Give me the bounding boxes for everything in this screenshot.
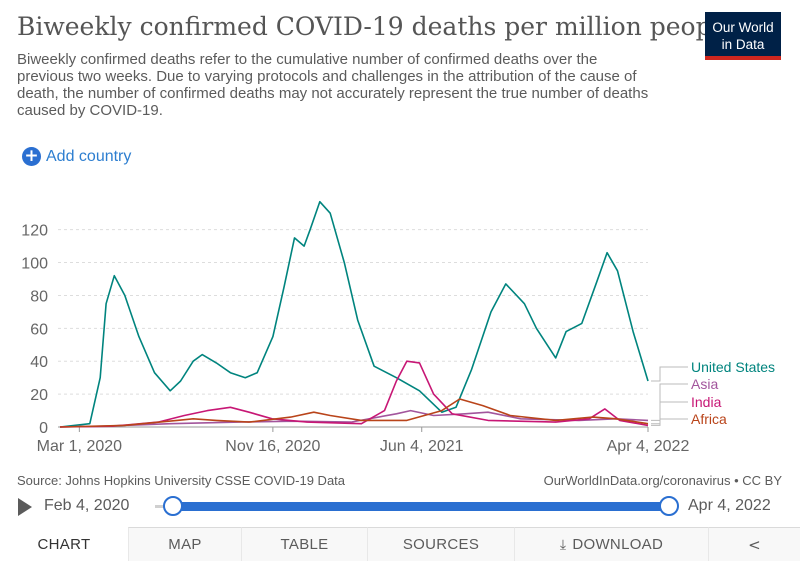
tab-bar: CHART MAP TABLE SOURCES ⤓ DOWNLOAD < — [0, 527, 800, 561]
series-line-united-states — [59, 200, 649, 428]
share-button[interactable]: < — [708, 527, 800, 561]
x-tick-label: Jun 4, 2021 — [380, 438, 464, 455]
y-tick-label: 80 — [30, 288, 48, 305]
add-country-label: Add country — [46, 147, 132, 165]
line-chart: 0 20 40 60 80 100 120 Mar 1, 2020 Nov 16, 2020 Ju… — [21, 200, 775, 455]
tab-table[interactable]: TABLE — [241, 527, 367, 561]
label-connector — [651, 401, 688, 426]
source-note: Source: Johns Hopkins University CSSE CO… — [17, 473, 346, 488]
tab-map[interactable]: MAP — [128, 527, 241, 561]
tab-map-label: MAP — [168, 536, 202, 553]
grid-layer — [58, 229, 649, 432]
y-tick-label: 60 — [30, 321, 48, 338]
tab-download-label: DOWNLOAD — [572, 536, 664, 553]
chart-title: Biweekly confirmed COVID-19 deaths per m… — [17, 12, 735, 41]
play-icon[interactable] — [18, 498, 32, 516]
x-tick-label: Nov 16, 2020 — [225, 438, 320, 455]
tab-sources-label: SOURCES — [402, 536, 480, 553]
y-tick-label: 120 — [21, 223, 48, 240]
y-tick-label: 40 — [30, 354, 48, 371]
x-tick-label: Apr 4, 2022 — [607, 438, 690, 455]
plus-circle-icon: + — [22, 147, 41, 166]
tab-download[interactable]: ⤓ DOWNLOAD — [514, 527, 708, 561]
label-connector — [651, 366, 688, 382]
logo-line-1: Our World — [712, 20, 774, 35]
y-tick-label: 0 — [39, 420, 48, 437]
tab-chart[interactable]: CHART — [0, 527, 128, 561]
timeline-start-handle[interactable] — [163, 496, 183, 516]
series-line-india — [59, 360, 649, 428]
series-label: Asia — [691, 376, 718, 392]
label-layer: 0 20 40 60 80 100 120 Mar 1, 2020 Nov 16, 2020 Ju… — [21, 223, 775, 455]
series-label: India — [691, 394, 722, 410]
tab-chart-label: CHART — [37, 536, 91, 553]
tab-table-label: TABLE — [280, 536, 329, 553]
label-connector — [651, 418, 688, 425]
series-label: United States — [691, 359, 775, 375]
share-icon: < — [748, 535, 761, 554]
x-tick-label: Mar 1, 2020 — [37, 438, 122, 455]
tab-sources[interactable]: SOURCES — [367, 527, 514, 561]
timeline-range-fill[interactable] — [173, 502, 669, 511]
y-tick-label: 100 — [21, 256, 48, 273]
series-layer — [59, 200, 649, 428]
series-line-africa — [59, 398, 649, 428]
timeline-start-date: Feb 4, 2020 — [44, 497, 130, 514]
owid-logo[interactable]: Our World in Data — [705, 12, 781, 60]
series-label: Africa — [691, 411, 727, 427]
add-country-button[interactable]: + Add country — [22, 147, 131, 166]
y-tick-label: 20 — [30, 387, 48, 404]
timeline-end-date: Apr 4, 2022 — [688, 497, 771, 514]
download-icon: ⤓ — [559, 536, 567, 553]
logo-line-2: in Data — [721, 37, 765, 52]
credit-link[interactable]: OurWorldInData.org/coronavirus • CC BY — [543, 473, 782, 488]
chart-subtitle: Biweekly confirmed deaths refer to the c… — [17, 51, 649, 119]
timeline-end-handle[interactable] — [659, 496, 679, 516]
